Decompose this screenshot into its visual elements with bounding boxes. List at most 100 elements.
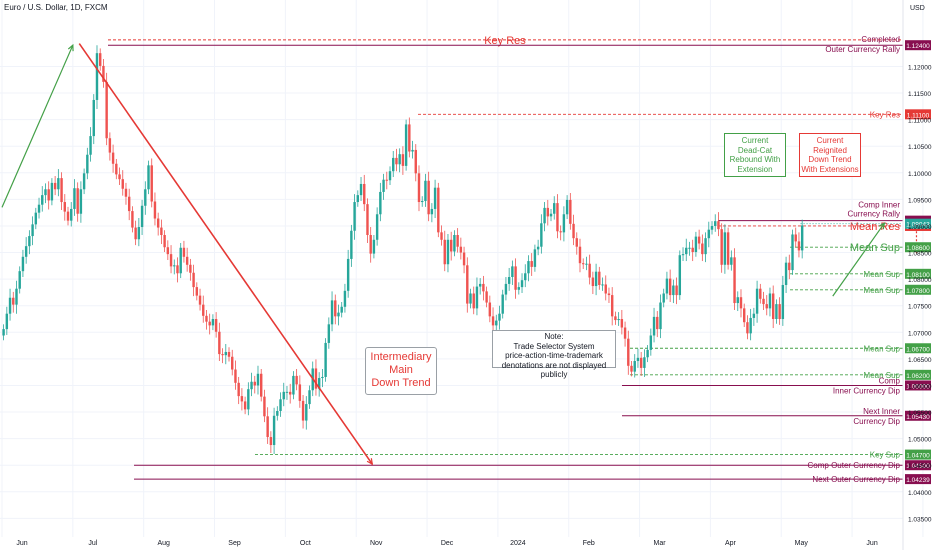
candle-body — [459, 246, 463, 253]
candle-body — [137, 227, 141, 240]
candle-body — [543, 207, 546, 224]
candle-body — [430, 208, 434, 215]
candle-body — [253, 381, 256, 386]
level-label: Key Sup — [870, 451, 901, 460]
candle-body — [594, 271, 598, 287]
candle-body — [395, 157, 398, 165]
candle-body — [263, 396, 266, 417]
level-label: Key Res — [870, 110, 900, 119]
price-badge — [905, 369, 931, 380]
candle-body — [800, 225, 804, 251]
candle-body — [723, 232, 727, 265]
candle-body — [66, 211, 70, 221]
price-badge — [905, 284, 931, 295]
price-badge-text: 1.05430 — [906, 414, 930, 421]
candle-body — [517, 287, 521, 290]
candle-body — [569, 199, 572, 224]
candle-body — [134, 227, 137, 240]
candle-body — [636, 357, 640, 362]
candle-body — [559, 231, 562, 233]
candle-body — [775, 304, 778, 320]
candle-body — [739, 297, 743, 309]
candle-body — [675, 285, 678, 296]
candle-body — [127, 196, 131, 212]
level-label: Mean Sup — [864, 270, 901, 279]
candle-body — [385, 179, 388, 181]
candle-body — [314, 368, 318, 389]
candle-body — [285, 391, 289, 393]
level-label: Mean Sup — [864, 371, 901, 380]
candle-body — [105, 81, 108, 139]
level-label: Mean Res — [850, 221, 901, 233]
level-label: Key Res — [484, 35, 526, 47]
candle-body — [726, 232, 730, 265]
candle-body — [411, 149, 414, 152]
candle-body — [662, 293, 665, 303]
candle-body — [53, 182, 57, 190]
candle-body — [656, 316, 659, 330]
candle-body — [24, 246, 28, 257]
candle-body — [198, 295, 202, 305]
candle-body — [375, 214, 379, 240]
candle-body — [524, 273, 527, 281]
candle-body — [443, 239, 446, 265]
candle-body — [211, 319, 215, 326]
candle-body — [166, 247, 170, 255]
price-axis[interactable]: 1.124001.111001.091001.090001.086001.081… — [902, 0, 932, 550]
candle-body — [147, 165, 150, 190]
candle-body — [343, 290, 347, 307]
y-tick-label: 1.07500 — [908, 304, 932, 311]
candle-body — [755, 288, 759, 314]
candle-body — [688, 247, 691, 249]
candle-body — [575, 238, 578, 247]
candle-body — [288, 391, 292, 395]
candle-body — [79, 189, 83, 214]
x-tick-label: Jun — [866, 540, 877, 547]
candle-body — [350, 230, 353, 259]
level-label: Comp Inner — [858, 201, 900, 210]
price-badge-text: 1.08600 — [906, 245, 930, 252]
candle-body — [176, 265, 179, 274]
level-label: Comp Outer Currency Dip — [808, 461, 901, 470]
candle-body — [240, 396, 244, 402]
candle-body — [453, 235, 456, 252]
candle-body — [379, 191, 382, 215]
candle-body — [2, 329, 5, 336]
reignited-line-1: Current — [816, 136, 844, 145]
candle-body — [527, 261, 530, 274]
candle-body — [50, 182, 54, 201]
candle-body — [720, 229, 723, 265]
candle-body — [514, 266, 517, 290]
price-badge-text: 1.07800 — [906, 288, 930, 295]
candle-body — [247, 389, 250, 410]
candle-body — [536, 246, 540, 250]
candle-body — [224, 351, 227, 356]
dead-cat-callout: Current Dead-Cat Rebound With Extension — [724, 133, 786, 177]
candle-body — [746, 322, 749, 334]
price-badge-text: 1.04700 — [906, 453, 930, 460]
y-tick-label: 1.03500 — [908, 516, 932, 523]
candle-body — [565, 199, 569, 215]
x-tick-label: May — [795, 540, 809, 547]
candle-body — [150, 165, 153, 202]
level-label: Next Inner — [863, 407, 900, 416]
candle-body — [156, 218, 160, 228]
candle-body — [301, 400, 305, 421]
candle-body — [768, 293, 772, 309]
price-badge — [905, 242, 931, 253]
y-tick-label: 1.04500 — [908, 463, 932, 470]
candle-body — [478, 283, 482, 287]
time-axis[interactable]: Jun Jul Aug Sep Oct Nov Dec 2024 Feb Mar Apr May Jun… — [16, 540, 932, 547]
y-tick-label: 1.09500 — [908, 197, 932, 204]
candle-body — [511, 266, 514, 278]
level-label: Next Outer Currency Dip — [812, 475, 900, 484]
candle-body — [70, 208, 73, 221]
price-badge — [905, 410, 931, 421]
candle-body — [21, 256, 25, 272]
symbol-title[interactable]: Euro / U.S. Dollar, 1D, FXCM — [4, 3, 108, 12]
candle-body — [610, 295, 614, 317]
candle-body — [12, 297, 15, 305]
candle-body — [433, 187, 437, 209]
last-price-badge — [905, 218, 931, 229]
